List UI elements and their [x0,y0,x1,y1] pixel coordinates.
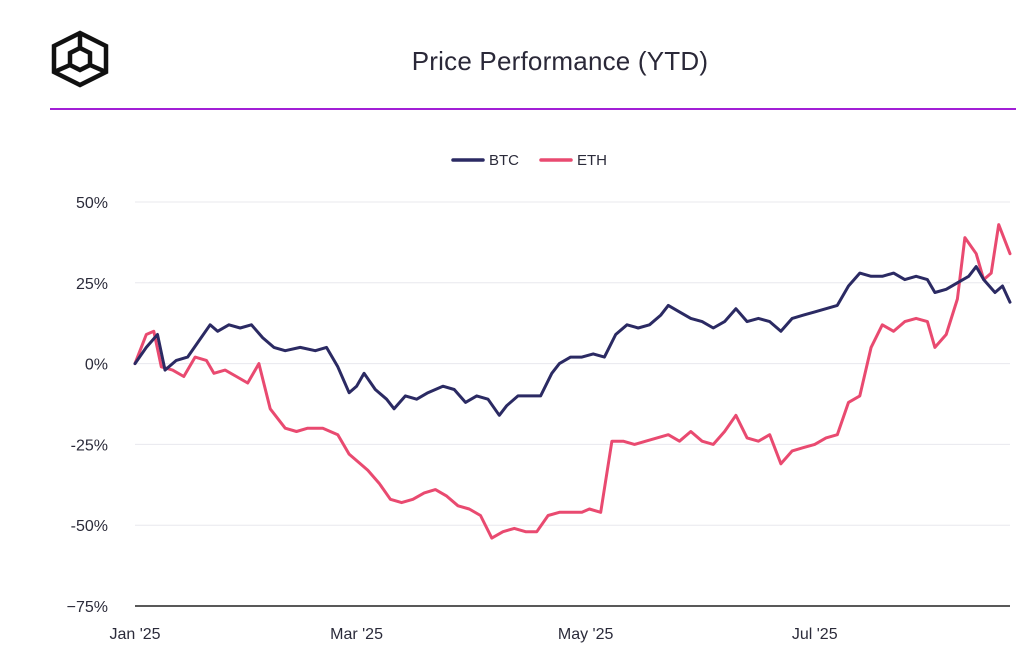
y-tick-label: 0% [85,357,108,374]
legend-label-btc: BTC [489,152,519,169]
series-line-btc [133,265,1012,417]
header-divider [50,108,1016,110]
y-tick-label: 50% [76,195,108,212]
y-tick-label: -50% [71,518,108,535]
chart-title: Price Performance (YTD) [411,46,709,76]
y-tick-label: 25% [76,276,108,293]
legend-label-eth: ETH [577,152,607,169]
x-tick-label: Jul '25 [792,626,838,643]
y-tick-label: −75% [67,599,108,616]
cube-logo-icon [51,30,109,88]
series-line-eth [133,223,1012,540]
x-tick-label: May '25 [558,626,614,643]
y-tick-label: -25% [71,437,108,454]
x-tick-label: Mar '25 [330,626,383,643]
x-tick-label: Jan '25 [109,626,160,643]
